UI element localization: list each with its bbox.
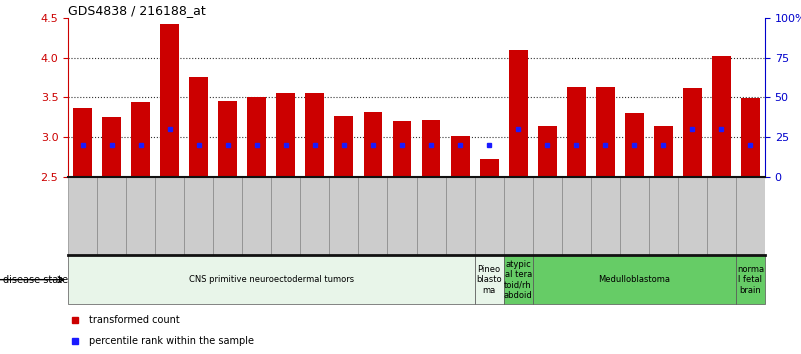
Bar [509, 50, 528, 177]
Bar [68, 255, 474, 304]
Bar [219, 101, 237, 177]
Text: percentile rank within the sample: percentile rank within the sample [89, 336, 254, 346]
Bar [480, 159, 498, 177]
Bar [474, 255, 504, 304]
Bar [625, 113, 644, 177]
Bar [248, 97, 266, 177]
Bar [567, 87, 586, 177]
Bar [364, 112, 382, 177]
Bar [451, 136, 469, 177]
Bar [335, 116, 353, 177]
Text: transformed count: transformed count [89, 315, 179, 325]
Bar [305, 93, 324, 177]
Text: atypic
al tera
toid/rh
abdoid: atypic al tera toid/rh abdoid [504, 259, 533, 300]
Bar [683, 88, 702, 177]
Bar [189, 78, 208, 177]
Text: norma
l fetal
brain: norma l fetal brain [737, 265, 764, 295]
Bar [131, 102, 150, 177]
Bar [73, 108, 92, 177]
Bar [654, 126, 673, 177]
Bar [741, 98, 760, 177]
Bar [392, 121, 412, 177]
Bar [421, 120, 441, 177]
Text: Pineo
blasto
ma: Pineo blasto ma [477, 265, 502, 295]
Bar [736, 255, 765, 304]
Text: CNS primitive neuroectodermal tumors: CNS primitive neuroectodermal tumors [189, 275, 354, 284]
Bar [276, 93, 296, 177]
Bar [712, 56, 731, 177]
Bar [103, 117, 121, 177]
Text: GDS4838 / 216188_at: GDS4838 / 216188_at [68, 4, 206, 17]
Bar [537, 126, 557, 177]
Bar [160, 24, 179, 177]
Text: Medulloblastoma: Medulloblastoma [598, 275, 670, 284]
Bar [533, 255, 736, 304]
Text: disease state: disease state [3, 275, 68, 285]
Bar [596, 87, 614, 177]
Bar [504, 255, 533, 304]
